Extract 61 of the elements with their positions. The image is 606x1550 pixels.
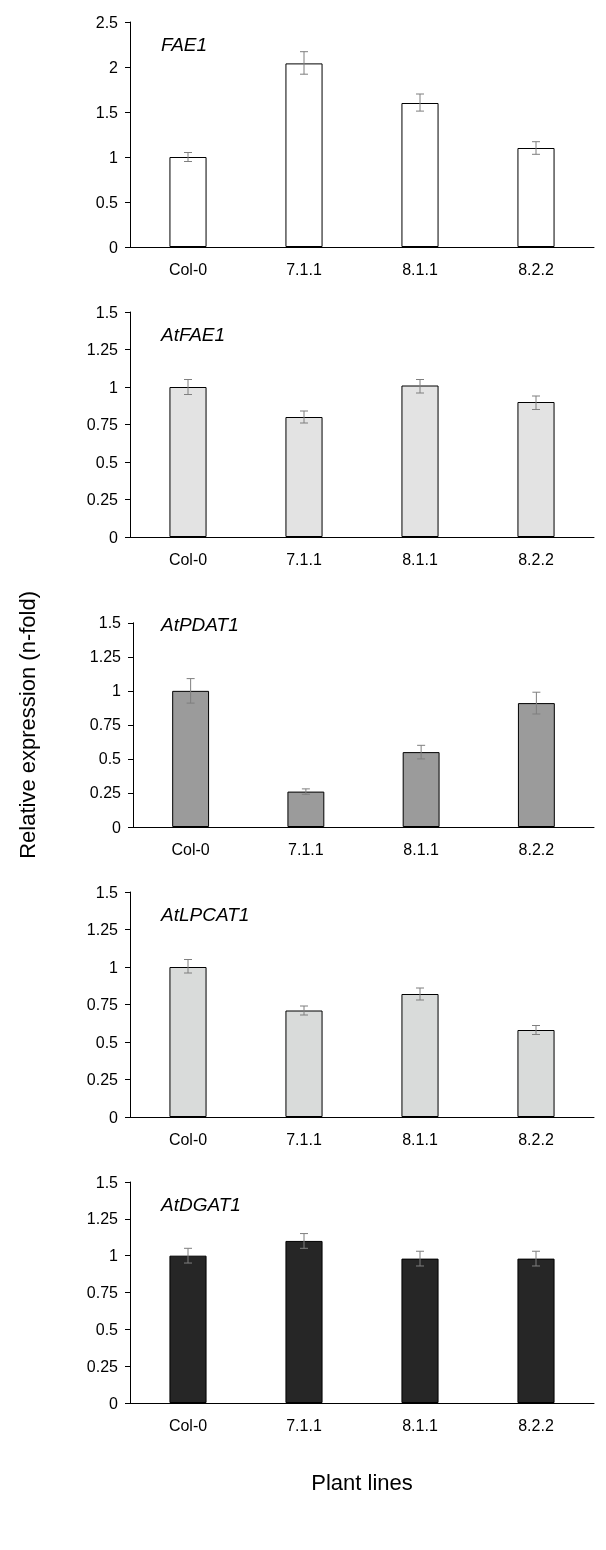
x-axis-title: Plant lines <box>311 1469 413 1495</box>
y-tick-label: 0 <box>109 1394 119 1412</box>
y-tick-label: 2 <box>109 58 119 76</box>
y-tick-label: 0.5 <box>98 750 122 768</box>
text: AtFAE1 <box>160 324 226 345</box>
x-tick-label: 7.1.1 <box>288 840 324 858</box>
y-tick-label: 1.25 <box>86 1210 119 1228</box>
y-tick-label: 1.5 <box>95 1173 119 1191</box>
x-tick-label: 8.2.2 <box>518 260 554 278</box>
x-tick-label: 8.2.2 <box>518 550 554 568</box>
x-tick-label: 7.1.1 <box>286 1130 322 1148</box>
y-tick-label: 0 <box>109 238 119 256</box>
y-tick-label: 1.5 <box>95 883 119 901</box>
chart-title: AtPDAT1 <box>160 614 239 635</box>
x-tick-label: 8.1.1 <box>402 260 438 278</box>
y-tick-label: 1 <box>109 958 119 976</box>
y-tick-label: 0 <box>112 818 122 836</box>
y-tick-label: 0.75 <box>86 1284 119 1301</box>
y-tick-label: 0.75 <box>86 416 119 433</box>
x-tick-label: Col-0 <box>171 840 210 858</box>
x-tick-label: Col-0 <box>168 550 208 568</box>
y-tick-label: 2.5 <box>95 13 119 31</box>
y-tick-label: 1 <box>112 682 122 700</box>
y-axis-title: Relative expression (n-fold) <box>14 591 40 859</box>
x-tick-label: Col-0 <box>168 260 208 278</box>
x-tick-label: 8.1.1 <box>403 840 440 858</box>
x-tick-label: 8.1.1 <box>402 1416 438 1434</box>
x-tick-label: Col-0 <box>168 1130 208 1148</box>
x-tick-label: 7.1.1 <box>286 1416 322 1434</box>
y-tick-label: 1 <box>109 1247 119 1265</box>
text: AtLPCAT1 <box>160 904 250 925</box>
y-tick-label: 0.25 <box>86 1071 119 1088</box>
y-tick-label: 1.5 <box>95 103 119 121</box>
y-tick-label: 0.25 <box>86 1357 119 1375</box>
y-tick-label: 0 <box>109 1108 119 1126</box>
x-tick-label: 8.2.2 <box>518 1416 554 1434</box>
text: AtDGAT1 <box>160 1194 241 1215</box>
y-tick-label: 1 <box>109 378 119 396</box>
x-tick-label: 8.1.1 <box>402 1130 438 1148</box>
y-tick-label: 1.25 <box>86 341 119 358</box>
y-tick-label: 0 <box>109 528 119 546</box>
x-tick-label: 8.1.1 <box>402 550 438 568</box>
y-tick-label: 0.5 <box>95 1033 119 1051</box>
y-tick-label: 1.5 <box>98 614 122 632</box>
text: FAE1 <box>161 34 208 55</box>
y-tick-label: 0.25 <box>89 784 122 802</box>
y-tick-label: 0.5 <box>95 453 119 471</box>
x-tick-label: 8.2.2 <box>518 1130 554 1148</box>
y-tick-label: 1.5 <box>95 303 119 321</box>
x-tick-label: 7.1.1 <box>286 550 322 568</box>
y-tick-label: 0.75 <box>89 716 122 734</box>
y-tick-label: 0.75 <box>86 996 119 1013</box>
y-tick-label: 0.5 <box>95 193 119 211</box>
x-tick-label: 8.2.2 <box>518 840 555 858</box>
y-tick-label: 1 <box>109 148 119 166</box>
y-tick-label: 1.25 <box>86 921 119 938</box>
x-tick-label: Col-0 <box>168 1416 208 1434</box>
y-tick-label: 1.25 <box>89 648 122 666</box>
x-tick-label: 7.1.1 <box>286 260 322 278</box>
y-tick-label: 0.25 <box>86 491 119 508</box>
y-tick-label: 0.5 <box>95 1320 119 1338</box>
